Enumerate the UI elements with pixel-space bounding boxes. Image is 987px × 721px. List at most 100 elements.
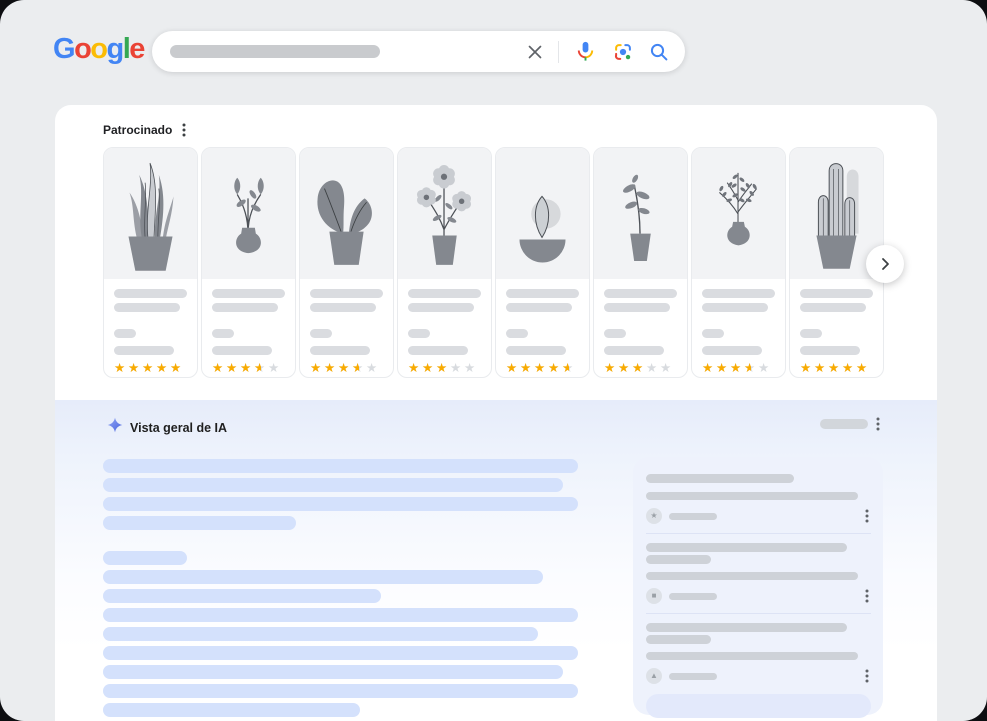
- kebab-menu-icon[interactable]: [865, 669, 871, 683]
- source-row[interactable]: ★: [646, 508, 871, 524]
- sprig-vase-illustration: [692, 148, 785, 279]
- product-card-body: ★★★★★★★★★★: [594, 289, 687, 375]
- source-avatar-triangle-icon: ▲: [646, 668, 662, 684]
- flower-pot-illustration: [398, 148, 491, 279]
- text-skeleton-bar: [646, 492, 858, 500]
- text-skeleton-bar: [408, 329, 430, 338]
- product-card[interactable]: ★★★★★★★★★★: [201, 147, 296, 378]
- ai-overview-header-actions: [820, 417, 880, 431]
- ai-text-skeleton-bar: [103, 684, 578, 698]
- header-action-skeleton[interactable]: [820, 419, 868, 429]
- clear-icon[interactable]: [527, 44, 543, 60]
- kebab-menu-icon[interactable]: [876, 417, 880, 431]
- text-skeleton-bar: [702, 346, 762, 355]
- source-name-skeleton: [669, 512, 717, 520]
- star-icon: ★★: [128, 361, 140, 375]
- logo-letter: g: [106, 33, 125, 65]
- star-icon: ★★: [744, 361, 756, 375]
- ai-text-skeleton-bar: [103, 516, 296, 530]
- text-skeleton-bar: [408, 346, 468, 355]
- star-rating: ★★★★★★★★★★: [506, 362, 579, 375]
- product-card-body: ★★★★★★★★★★: [104, 289, 197, 375]
- product-card[interactable]: ★★★★★★★★★★: [397, 147, 492, 378]
- product-card[interactable]: ★★★★★★★★★★: [495, 147, 590, 378]
- broad-leaf-plant-illustration: [300, 148, 393, 279]
- ai-text-skeleton-bar: [103, 608, 578, 622]
- ai-text-skeleton-bar: [103, 703, 360, 717]
- ai-text-skeleton-bar: [103, 459, 578, 473]
- source-avatar-square-icon: ■: [646, 588, 662, 604]
- text-skeleton-bar: [506, 303, 572, 312]
- product-card[interactable]: ★★★★★★★★★★: [691, 147, 786, 378]
- star-icon: ★★: [758, 361, 770, 375]
- source-avatar-star-icon: ★: [646, 508, 662, 524]
- logo-letter: l: [122, 33, 131, 65]
- text-skeleton-bar: [646, 572, 858, 580]
- ai-overview-sources-card: ★ ■ ▲: [633, 457, 883, 718]
- product-card-body: ★★★★★★★★★★: [398, 289, 491, 375]
- star-icon: ★★: [660, 361, 672, 375]
- star-icon: ★★: [520, 361, 532, 375]
- text-skeleton-bar: [310, 303, 376, 312]
- ai-overview-header: Vista geral de IA: [107, 417, 227, 438]
- text-skeleton-bar: [702, 329, 724, 338]
- text-skeleton-bar: [212, 346, 272, 355]
- star-icon: ★★: [142, 361, 154, 375]
- kebab-menu-icon[interactable]: [182, 123, 186, 137]
- text-skeleton-bar: [800, 329, 822, 338]
- search-icon[interactable]: [649, 42, 669, 62]
- star-icon: ★★: [450, 361, 462, 375]
- text-skeleton-bar: [800, 346, 860, 355]
- product-card[interactable]: ★★★★★★★★★★: [103, 147, 198, 378]
- star-icon: ★★: [310, 361, 322, 375]
- carousel-next-button[interactable]: [866, 245, 904, 283]
- product-card-body: ★★★★★★★★★★: [692, 289, 785, 375]
- star-icon: ★★: [422, 361, 434, 375]
- star-rating: ★★★★★★★★★★: [310, 362, 383, 375]
- star-rating: ★★★★★★★★★★: [408, 362, 481, 375]
- star-icon: ★★: [534, 361, 546, 375]
- google-logo[interactable]: Google: [53, 33, 145, 66]
- google-lens-icon[interactable]: [612, 41, 634, 63]
- star-rating: ★★★★★★★★★★: [604, 362, 677, 375]
- star-rating: ★★★★★★★★★★: [114, 362, 187, 375]
- text-skeleton-bar: [646, 474, 794, 483]
- source-row[interactable]: ▲: [646, 668, 871, 684]
- star-icon: ★★: [156, 361, 168, 375]
- star-icon: ★★: [212, 361, 224, 375]
- text-skeleton-bar: [646, 555, 711, 564]
- kebab-menu-icon[interactable]: [865, 589, 871, 603]
- source-row[interactable]: ■: [646, 588, 871, 604]
- star-icon: ★★: [800, 361, 812, 375]
- ai-text-skeleton-bar: [103, 551, 187, 565]
- star-icon: ★★: [856, 361, 868, 375]
- divider: [558, 40, 559, 63]
- star-icon: ★★: [814, 361, 826, 375]
- star-icon: ★★: [352, 361, 364, 375]
- star-icon: ★★: [324, 361, 336, 375]
- product-card[interactable]: ★★★★★★★★★★: [593, 147, 688, 378]
- product-card-body: ★★★★★★★★★★: [790, 289, 883, 375]
- text-skeleton-bar: [310, 289, 383, 298]
- search-bar[interactable]: [152, 31, 685, 72]
- product-card-body: ★★★★★★★★★★: [202, 289, 295, 375]
- text-skeleton-bar: [506, 289, 579, 298]
- star-icon: ★★: [646, 361, 658, 375]
- star-icon: ★★: [464, 361, 476, 375]
- star-icon: ★★: [268, 361, 280, 375]
- microphone-icon[interactable]: [574, 40, 597, 63]
- divider: [646, 613, 871, 614]
- star-icon: ★★: [436, 361, 448, 375]
- text-skeleton-bar: [310, 329, 332, 338]
- star-icon: ★★: [226, 361, 238, 375]
- text-skeleton-bar: [310, 346, 370, 355]
- text-skeleton-bar: [212, 329, 234, 338]
- star-rating: ★★★★★★★★★★: [800, 362, 873, 375]
- text-skeleton-bar: [212, 303, 278, 312]
- ai-text-skeleton-bar: [103, 497, 578, 511]
- sidebar-footer-skeleton[interactable]: [646, 694, 871, 718]
- product-card[interactable]: ★★★★★★★★★★: [299, 147, 394, 378]
- kebab-menu-icon[interactable]: [865, 509, 871, 523]
- text-skeleton-bar: [646, 543, 847, 552]
- text-skeleton-bar: [114, 329, 136, 338]
